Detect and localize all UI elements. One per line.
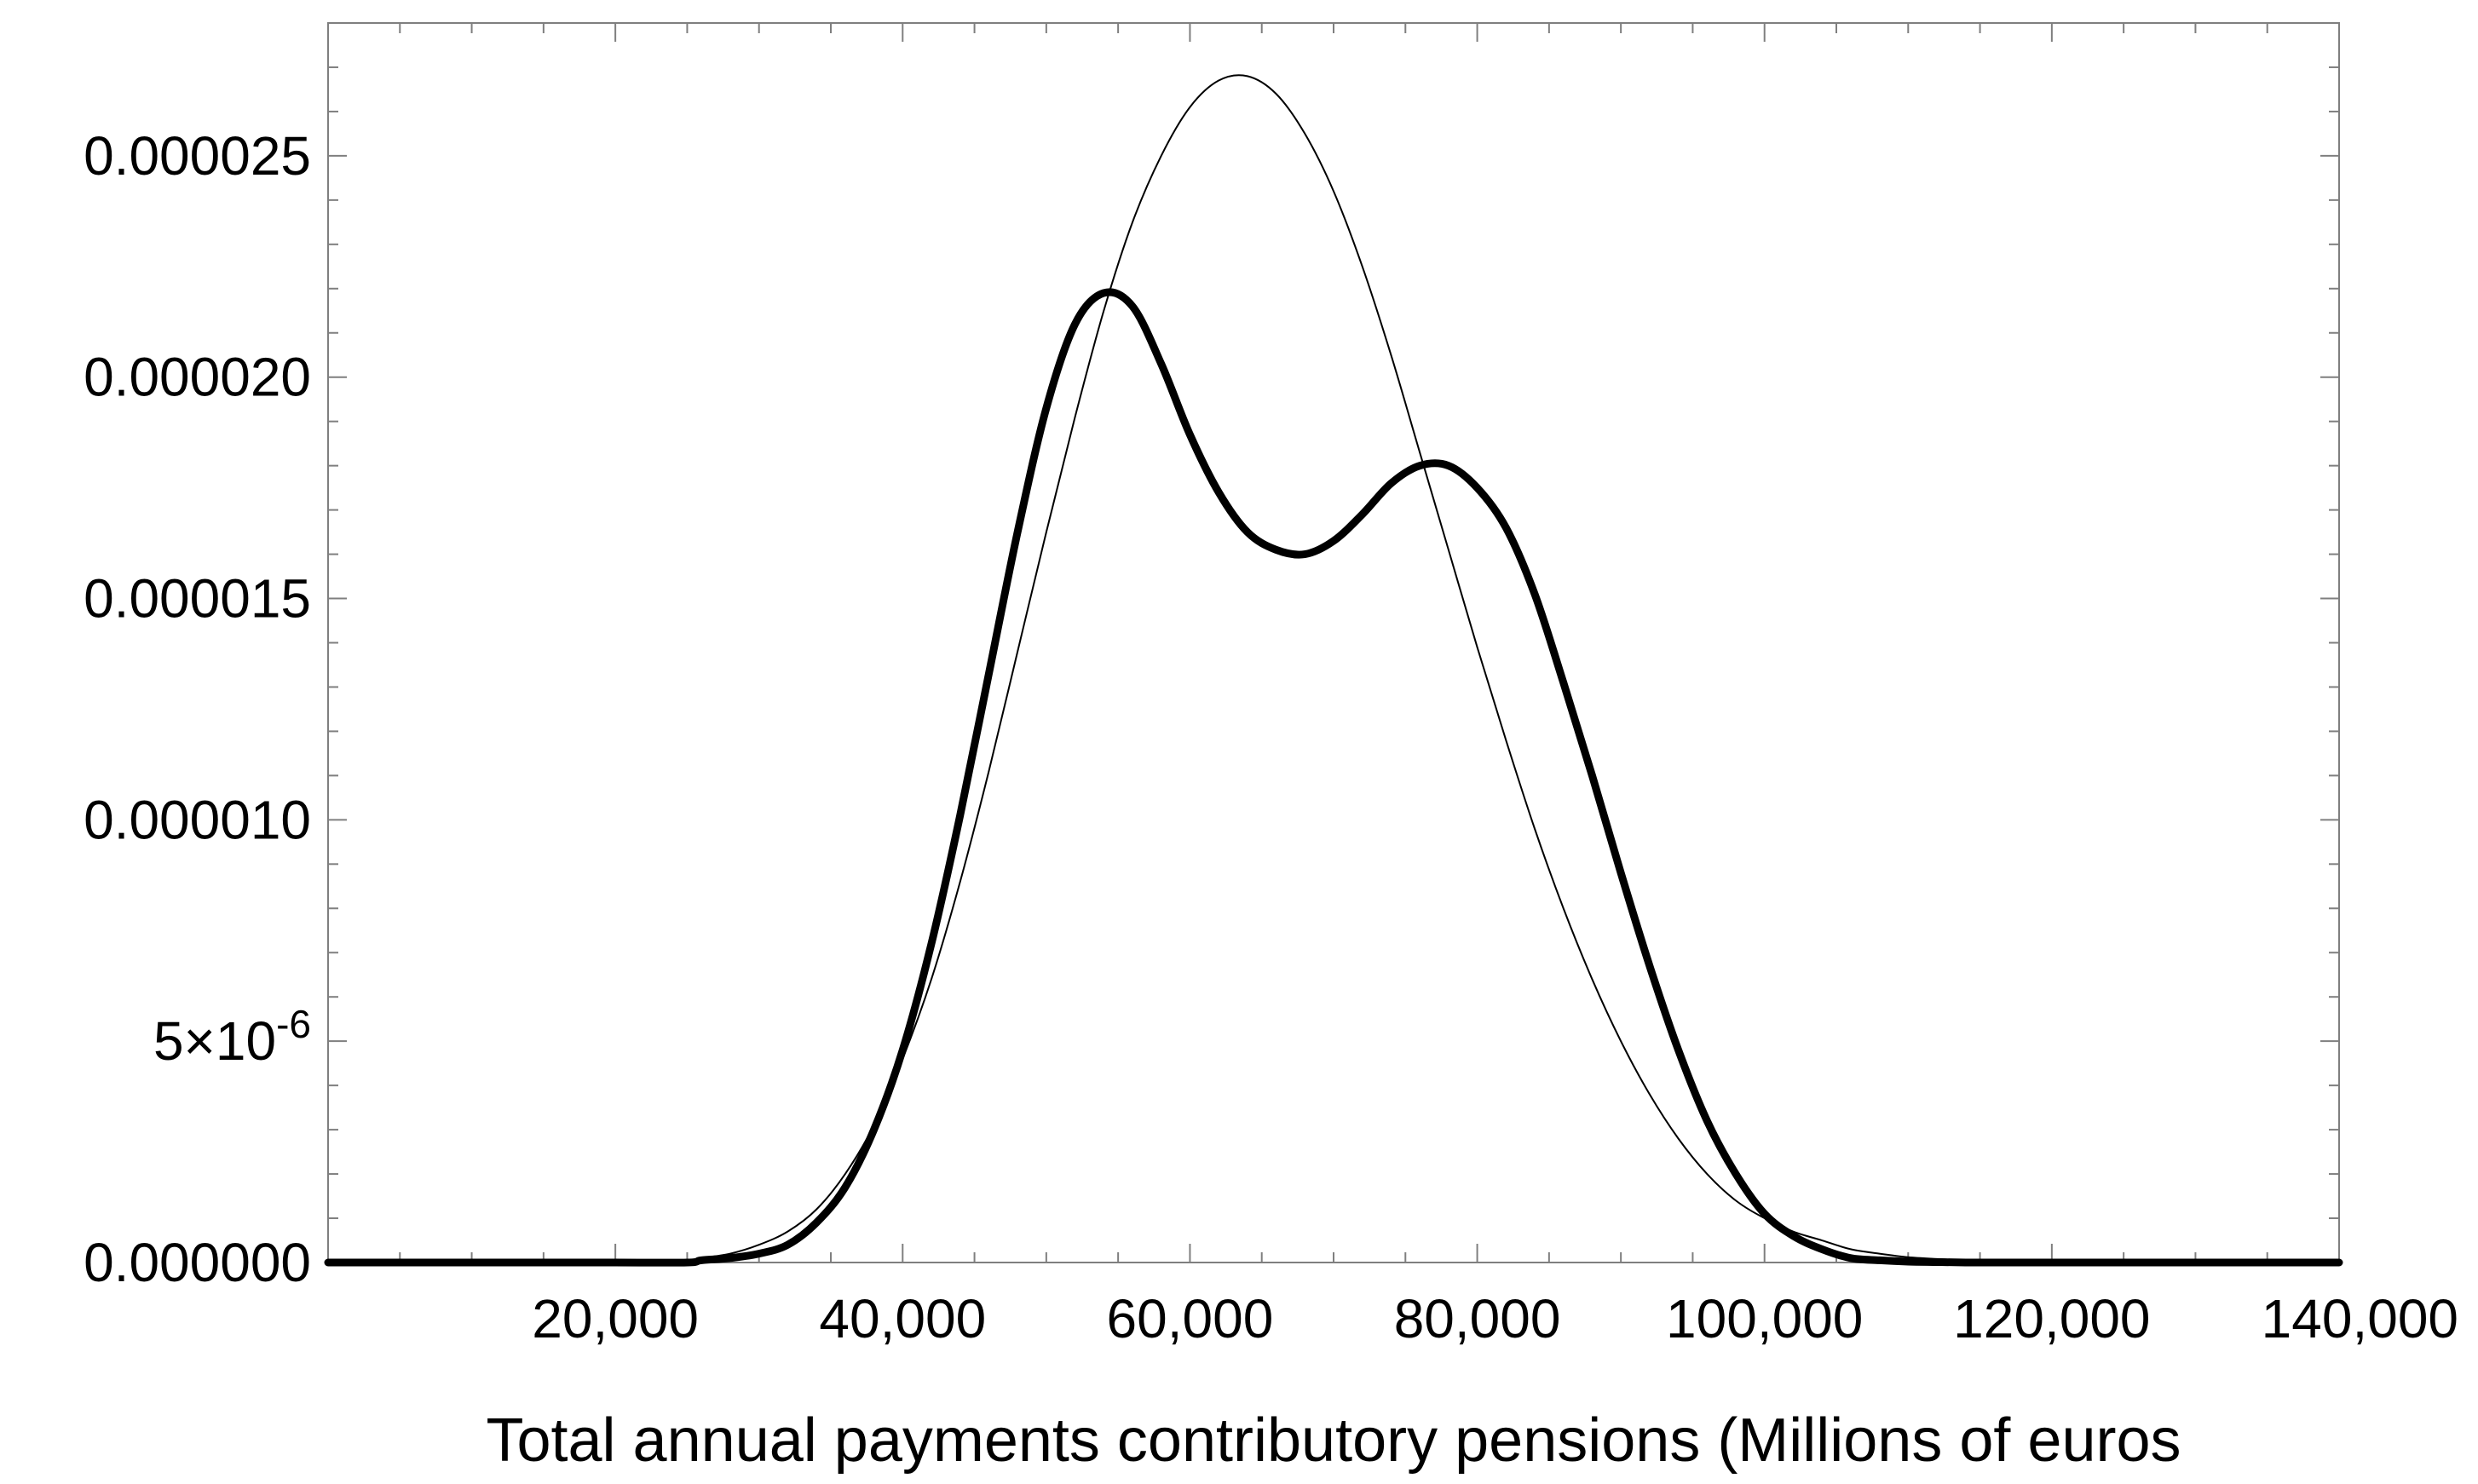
x-tick-label: 40,000 [819,1288,986,1349]
x-tick-label: 60,000 [1107,1288,1274,1349]
plot-frame [327,22,2340,1263]
y-tick-label: 5×10-6 [153,1002,311,1072]
y-tick-label: 0.000000 [84,1232,311,1293]
y-tick-label: 0.000015 [84,568,311,630]
y-tick-label: 0.000025 [84,125,311,187]
y-axis-ticks: 0.000000 5×10-6 0.000010 0.000015 0.000020 0.… [84,22,2339,1293]
x-axis-ticks: 20,000 40,000 60,000 80,000 100,000 120,000 14… [327,23,2458,1349]
x-tick-label: 120,000 [1953,1288,2150,1349]
y-tick-label: 0.000020 [84,347,311,408]
thin-density-curve [700,74,2139,1264]
x-tick-label: 80,000 [1394,1288,1561,1349]
x-tick-label: 140,000 [2262,1288,2458,1349]
series-layer [324,74,2343,1267]
x-axis-title: Total annual payments contributory pensi… [486,1406,2181,1475]
x-tick-label: 100,000 [1666,1288,1863,1349]
x-tick-label: 20,000 [532,1288,699,1349]
y-tick-label: 0.000010 [84,789,311,850]
thick-density-curve [324,288,2343,1267]
